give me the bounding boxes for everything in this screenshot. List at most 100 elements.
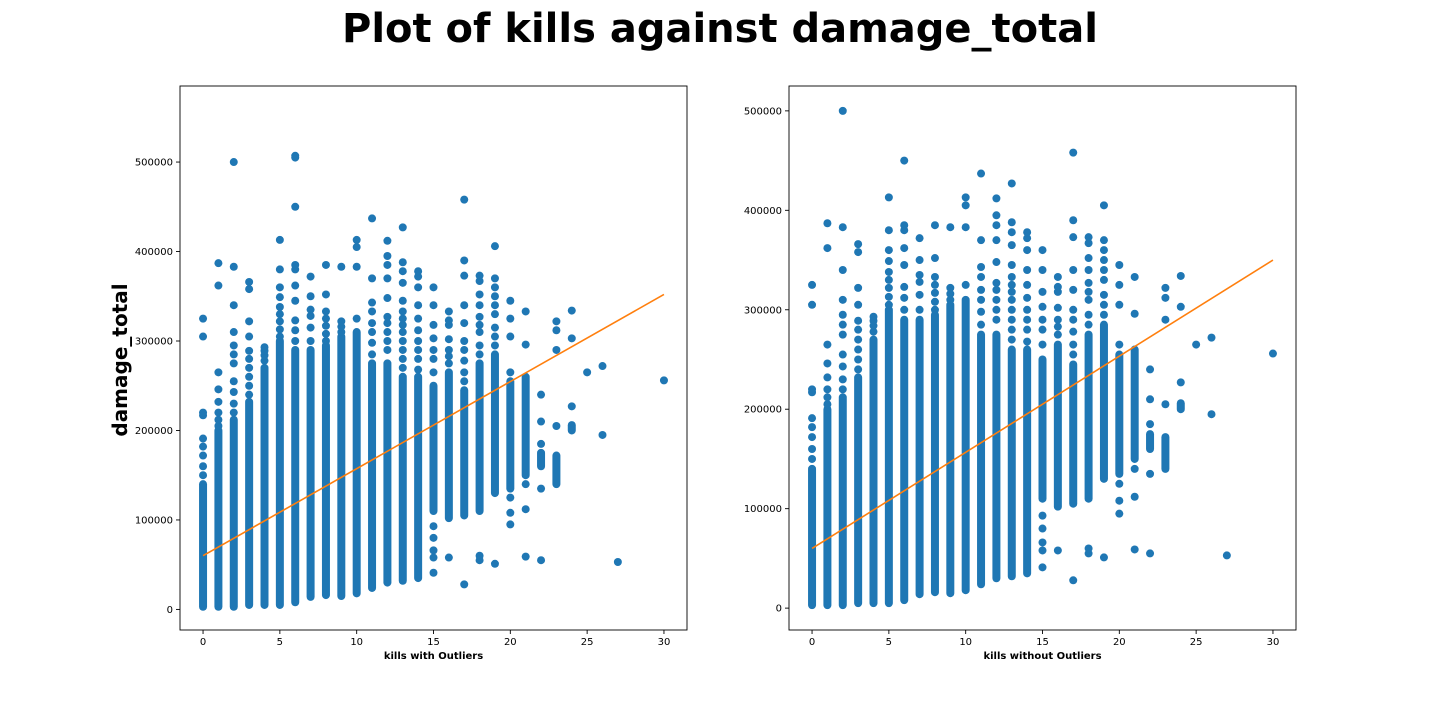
scatter-point	[537, 484, 546, 493]
scatter-point	[1069, 305, 1078, 314]
scatter-point-column	[992, 330, 1001, 583]
scatter-point	[1038, 538, 1047, 547]
scatter-point	[930, 221, 939, 230]
scatter-point	[383, 319, 392, 328]
scatter-point	[229, 377, 238, 386]
scatter-point	[414, 283, 423, 292]
scatter-point	[444, 553, 453, 562]
scatter-point	[429, 546, 438, 555]
scatter-point	[1115, 340, 1124, 349]
scatter-point	[854, 316, 863, 325]
scatter-point	[291, 202, 300, 211]
scatter-point	[1053, 282, 1062, 291]
scatter-point	[506, 508, 515, 517]
scatter-point	[930, 272, 939, 281]
x-tick-label: 25	[581, 637, 594, 648]
scatter-point	[1069, 576, 1078, 585]
scatter-point	[414, 267, 423, 276]
scatter-point	[900, 282, 909, 291]
scatter-point-column	[1007, 345, 1016, 581]
scatter-point-column	[1176, 399, 1185, 414]
scatter-point	[275, 265, 284, 274]
scatter-point	[977, 285, 986, 294]
scatter-point	[1053, 303, 1062, 312]
scatter-point	[229, 388, 238, 396]
scatter-point-column	[1115, 350, 1124, 478]
scatter-point	[398, 354, 407, 363]
scatter-point	[977, 320, 986, 329]
scatter-point	[884, 275, 893, 284]
scatter-point	[1007, 315, 1016, 324]
scatter-point	[398, 328, 407, 337]
scatter-point	[321, 307, 330, 316]
scatter-point	[475, 350, 484, 359]
regression-line	[811, 259, 1274, 550]
scatter-point	[199, 471, 208, 480]
scatter-point	[823, 359, 832, 368]
scatter-point	[383, 312, 392, 321]
scatter-point	[291, 316, 300, 325]
scatter-point	[567, 306, 576, 315]
scatter-point	[1099, 300, 1108, 309]
scatter-point	[1038, 511, 1047, 520]
scatter-point	[398, 296, 407, 305]
scatter-point	[321, 321, 330, 330]
scatter-point	[521, 505, 530, 514]
scatter-point	[598, 362, 607, 371]
scatter-point	[583, 368, 592, 377]
scatter-point	[1007, 280, 1016, 289]
scatter-point	[460, 580, 469, 589]
scatter-point	[1023, 315, 1032, 324]
scatter-point	[992, 258, 1001, 267]
scatter-point	[199, 332, 208, 341]
scatter-point-column	[414, 372, 423, 583]
scatter-point-column	[1161, 433, 1170, 473]
scatter-point	[1207, 333, 1216, 342]
scatter-point-column	[838, 393, 847, 610]
scatter-point	[1007, 228, 1016, 237]
scatter-point	[1007, 287, 1016, 296]
scatter-point	[398, 363, 407, 372]
y-tick-label: 0	[776, 604, 782, 615]
scatter-point	[808, 300, 817, 309]
y-tick-label: 300000	[744, 305, 782, 316]
scatter-point	[1069, 315, 1078, 324]
y-tick-label: 400000	[135, 247, 173, 258]
scatter-point	[429, 334, 438, 343]
x-tick-label: 30	[1267, 637, 1280, 648]
scatter-point	[915, 277, 924, 286]
scatter-point	[552, 422, 561, 430]
scatter-point-column	[1023, 345, 1032, 578]
scatter-point	[260, 343, 269, 352]
scatter-point	[368, 350, 377, 359]
scatter-point	[398, 345, 407, 354]
scatter-point	[414, 326, 423, 335]
scatter-point	[1023, 337, 1032, 346]
scatter-point	[900, 156, 909, 165]
scatter-points	[808, 106, 1277, 610]
scatter-point	[275, 317, 284, 326]
scatter-point	[506, 368, 515, 377]
scatter-point	[808, 444, 817, 453]
scatter-point	[199, 451, 208, 460]
scatter-point	[823, 373, 832, 382]
scatter-point	[1069, 216, 1078, 225]
scatter-point	[1099, 310, 1108, 319]
scatter-point	[368, 338, 377, 347]
x-tick-label: 30	[658, 637, 671, 648]
scatter-point	[992, 236, 1001, 245]
scatter-point-column	[306, 345, 315, 601]
scatter-point	[368, 319, 377, 328]
scatter-point	[854, 248, 863, 257]
scatter-point	[1130, 309, 1139, 318]
scatter-point	[977, 169, 986, 178]
scatter-point	[1084, 233, 1093, 242]
scatter-point	[1161, 400, 1170, 409]
scatter-point	[930, 305, 939, 314]
x-axis-label: kills with Outliers	[384, 651, 483, 662]
scatter-point	[854, 335, 863, 344]
scatter-point	[1007, 179, 1016, 188]
scatter-point	[306, 311, 315, 320]
scatter-point	[808, 280, 817, 289]
scatter-point	[1115, 496, 1124, 505]
